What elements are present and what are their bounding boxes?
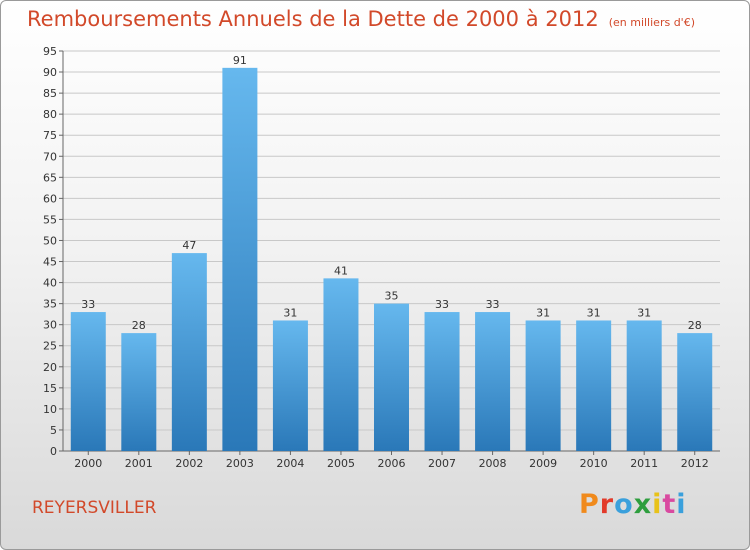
- bar-2007[interactable]: [424, 312, 460, 451]
- bar-2010[interactable]: [576, 320, 612, 451]
- data-label-2010: 31: [587, 306, 601, 319]
- bar-2008[interactable]: [475, 312, 511, 451]
- bar-2011[interactable]: [626, 320, 662, 451]
- y-tick-label: 5: [50, 424, 57, 437]
- y-tick-label: 30: [43, 319, 57, 332]
- y-tick-label: 10: [43, 403, 57, 416]
- bar-2006[interactable]: [374, 303, 409, 451]
- y-tick-label: 95: [43, 45, 57, 58]
- y-tick-label: 40: [43, 277, 57, 290]
- bar-2012[interactable]: [677, 333, 713, 451]
- x-tick-label-2003: 2003: [226, 457, 254, 470]
- label-layer: 33 28 47 91 31 41 35 33 33 31 31 31 28: [81, 54, 701, 332]
- data-label-2012: 28: [688, 319, 702, 332]
- x-tick-label-2011: 2011: [630, 457, 658, 470]
- logo-letter: i: [652, 489, 663, 520]
- y-tick-label: 25: [43, 340, 57, 353]
- data-label-2001: 28: [132, 319, 146, 332]
- logo-letter: P: [579, 489, 600, 520]
- data-label-2003: 91: [233, 54, 247, 67]
- bar-layer: [70, 67, 713, 451]
- logo-letter: i: [676, 489, 687, 520]
- title-row: Remboursements Annuels de la Dette de 20…: [27, 7, 695, 31]
- x-tick-label-2000: 2000: [74, 457, 102, 470]
- data-label-2011: 31: [637, 306, 651, 319]
- x-tick-label-2004: 2004: [276, 457, 304, 470]
- bar-2009[interactable]: [525, 320, 561, 451]
- x-tick-label-2009: 2009: [529, 457, 557, 470]
- x-tick-label-2007: 2007: [428, 457, 456, 470]
- y-tick-label: 50: [43, 234, 57, 247]
- axis-layer: 0 5 10 15 20 25 30 35 40 45 50 55 60 65 70 75 80 85 90 95 20…: [43, 45, 720, 470]
- y-tick-label: 45: [43, 256, 57, 269]
- data-label-2004: 31: [283, 306, 297, 319]
- chart-title: Remboursements Annuels de la Dette de 20…: [27, 7, 599, 31]
- y-tick-label: 60: [43, 192, 57, 205]
- data-label-2006: 35: [385, 290, 399, 303]
- data-label-2005: 41: [334, 264, 348, 277]
- y-tick-label: 55: [43, 213, 57, 226]
- y-tick-label: 80: [43, 108, 57, 121]
- bar-2002[interactable]: [171, 253, 207, 451]
- y-tick-label: 90: [43, 66, 57, 79]
- logo-letter: t: [662, 489, 677, 520]
- logo-letter: o: [614, 489, 634, 520]
- chart-subtitle: (en milliers d'€): [608, 16, 695, 29]
- logo-letter: x: [633, 489, 653, 520]
- y-tick-label: 0: [50, 445, 57, 458]
- x-tick-label-2012: 2012: [681, 457, 709, 470]
- logo-letter: r: [599, 489, 615, 520]
- x-tick-label-2005: 2005: [327, 457, 355, 470]
- y-tick-label: 35: [43, 298, 57, 311]
- data-label-2008: 33: [486, 298, 500, 311]
- bar-2000[interactable]: [70, 312, 106, 451]
- y-tick-label: 15: [43, 382, 57, 395]
- y-tick-label: 85: [43, 87, 57, 100]
- bar-2005[interactable]: [323, 278, 359, 451]
- bar-2004[interactable]: [272, 320, 308, 451]
- data-label-2007: 33: [435, 298, 449, 311]
- location-label: REYERSVILLER: [32, 498, 157, 518]
- data-label-2009: 31: [536, 306, 550, 319]
- y-tick-label: 75: [43, 129, 57, 142]
- bar-2001[interactable]: [121, 333, 157, 451]
- x-tick-label-2008: 2008: [479, 457, 507, 470]
- bar-2003[interactable]: [222, 67, 258, 451]
- proxiti-logo[interactable]: Proxiti: [579, 489, 687, 520]
- x-tick-label-2010: 2010: [580, 457, 608, 470]
- x-tick-label-2006: 2006: [378, 457, 406, 470]
- x-tick-label-2002: 2002: [175, 457, 203, 470]
- data-label-2000: 33: [81, 298, 95, 311]
- y-tick-label: 65: [43, 171, 57, 184]
- data-label-2002: 47: [182, 239, 196, 252]
- x-tick-label-2001: 2001: [125, 457, 153, 470]
- y-tick-label: 20: [43, 361, 57, 374]
- y-tick-label: 70: [43, 150, 57, 163]
